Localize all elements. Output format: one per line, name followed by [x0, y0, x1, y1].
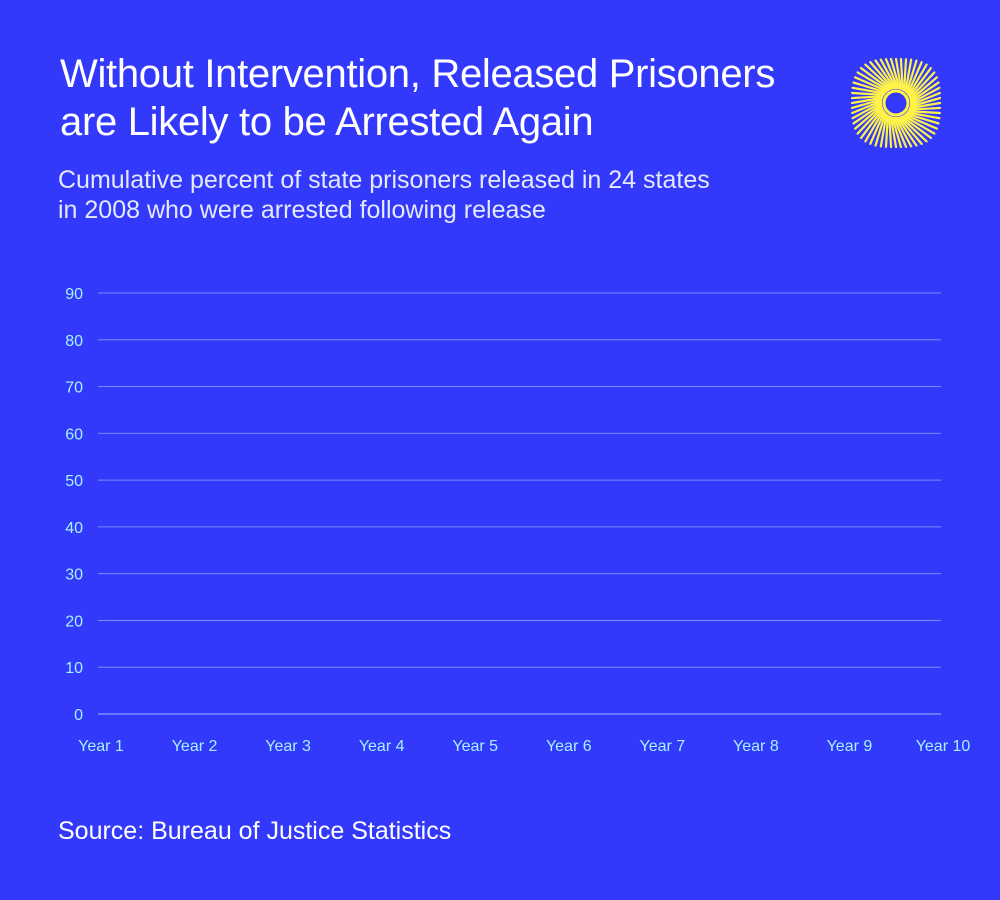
logo-ray — [874, 59, 896, 90]
logo-ray — [909, 96, 942, 108]
x-tick-label: Year 1 — [78, 738, 124, 755]
logo-ray — [906, 111, 941, 120]
chart-title-line-2: are Likely to be Arrested Again — [60, 100, 594, 144]
logo-ray — [874, 112, 887, 147]
logo-ray — [909, 81, 940, 103]
logo-ray — [894, 57, 903, 91]
y-tick-label: 10 — [65, 660, 83, 677]
logo-ray — [864, 109, 885, 143]
logo-ray — [904, 113, 938, 130]
x-tick-label: Year 3 — [265, 738, 311, 755]
logo-ray — [899, 57, 904, 91]
logo-ray — [902, 114, 936, 135]
logo-ray — [904, 58, 913, 93]
y-tick-label: 40 — [65, 520, 83, 537]
logo-ray — [856, 106, 883, 135]
logo-ray — [850, 96, 884, 105]
logo-ray — [856, 71, 890, 92]
source-note: Source: Bureau of Justice Statistics — [58, 817, 452, 845]
logo-ray — [854, 76, 888, 93]
y-tick-label: 60 — [65, 426, 83, 443]
chart-title-line-1: Without Intervention, Released Prisoners — [60, 52, 776, 96]
logo-ray — [908, 101, 942, 110]
logo-ray — [906, 61, 923, 95]
logo-ray — [864, 63, 893, 90]
logo-ray — [869, 111, 886, 145]
logo-ray — [905, 59, 918, 94]
logo-ray — [884, 114, 889, 148]
logo-ray — [898, 116, 923, 145]
y-tick-label: 30 — [65, 567, 83, 584]
y-tick-label: 0 — [74, 707, 83, 724]
logo-ray — [884, 58, 899, 90]
x-tick-label: Year 4 — [359, 738, 405, 755]
x-tick-label: Year 9 — [827, 738, 873, 755]
logo-ray — [854, 105, 883, 130]
sunburst-logo-icon — [850, 57, 942, 149]
chart-subtitle: Cumulative percent of state prisoners re… — [58, 165, 818, 225]
logo-ray — [851, 91, 885, 96]
logo-ray — [879, 113, 888, 148]
y-tick-label: 20 — [65, 613, 83, 630]
y-tick-label: 80 — [65, 333, 83, 350]
logo-ray — [909, 71, 936, 100]
logo-ray — [852, 81, 887, 94]
chart-subtitle-line-2: in 2008 who were arrested following rele… — [58, 196, 546, 224]
logo-ray — [909, 76, 938, 101]
logo-ray — [908, 66, 933, 98]
logo-center-ring — [882, 89, 910, 117]
y-tick-label: 90 — [65, 286, 83, 303]
logo-ray — [903, 58, 908, 92]
x-tick-label: Year 10 — [916, 738, 971, 755]
logo-ray — [888, 115, 893, 149]
logo-ray — [889, 57, 901, 90]
x-tick-label: Year 2 — [172, 738, 218, 755]
logo-ray — [889, 115, 898, 149]
logo-ray — [891, 116, 903, 149]
logo-ray — [907, 110, 941, 115]
logo-ray — [905, 112, 940, 125]
logo-ray — [859, 108, 884, 140]
y-tick-label: 50 — [65, 473, 83, 490]
x-tick-label: Year 8 — [733, 738, 779, 755]
logo-ray — [896, 116, 918, 147]
logo-ray — [909, 91, 941, 106]
chart-subtitle-line-1: Cumulative percent of state prisoners re… — [58, 166, 710, 194]
logo-ray — [852, 103, 883, 125]
logo-ray — [851, 101, 883, 120]
logo-ray — [901, 115, 933, 140]
x-tick-label: Year 5 — [452, 738, 498, 755]
logo-ray — [851, 100, 883, 115]
logo-ray — [859, 66, 891, 91]
y-tick-label: 70 — [65, 380, 83, 397]
line-chart: 0 10 20 30 40 50 60 70 80 90 Year 1 Year 2 Year 3 Yea… — [0, 270, 1000, 780]
chart-plot: 0 10 20 30 40 50 60 70 80 90 Year 1 Year 2 Year 3 Yea… — [65, 286, 971, 755]
logo-ray — [851, 86, 886, 95]
logo-ray — [850, 95, 884, 100]
logo-ray — [850, 98, 883, 110]
logo-ray — [869, 61, 894, 90]
logo-ray — [908, 106, 942, 111]
logo-ray — [894, 116, 913, 148]
logo-ray — [899, 116, 928, 143]
x-tick-label: Year 7 — [639, 738, 685, 755]
x-tick-label: Year 6 — [546, 738, 592, 755]
logo-ray — [907, 63, 928, 97]
logo-ray — [909, 86, 941, 105]
logo-ray — [879, 58, 898, 90]
logo-ray — [893, 116, 908, 148]
chart-title: Without Intervention, Released Prisoners… — [60, 50, 830, 146]
